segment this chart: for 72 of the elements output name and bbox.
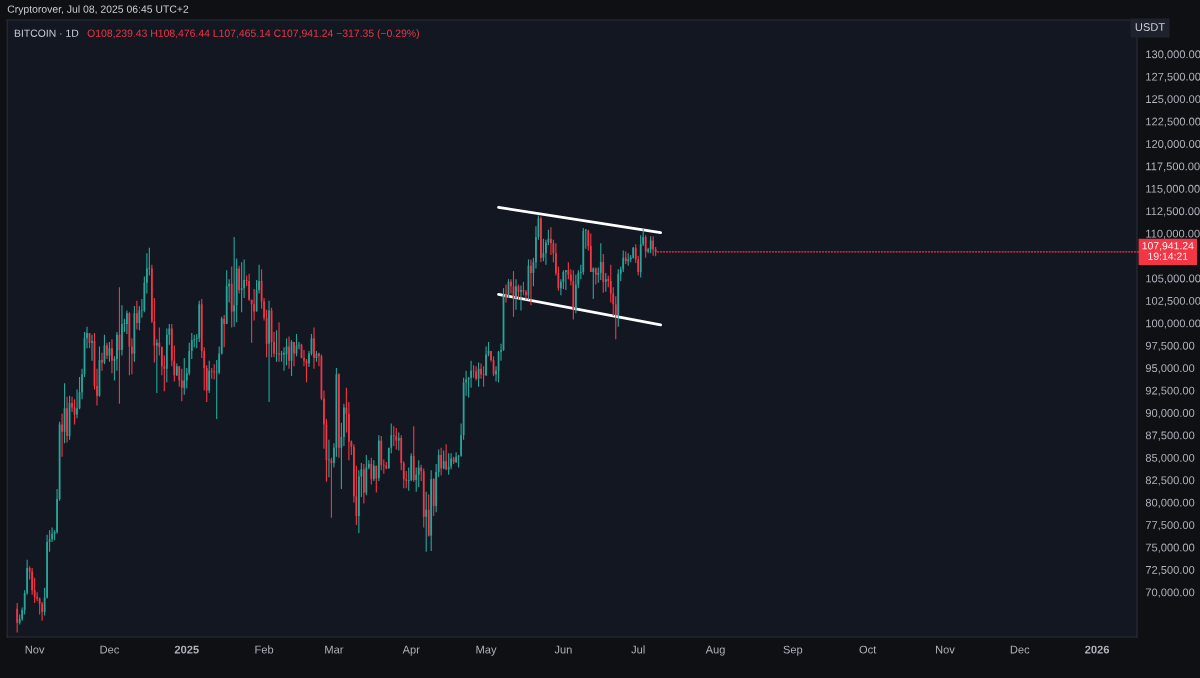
x-tick-label: Nov <box>25 645 45 654</box>
candlestick <box>41 601 43 622</box>
candlestick <box>505 284 507 304</box>
y-tick-label: 85,000.00 <box>1145 453 1195 464</box>
candlestick <box>111 338 113 374</box>
candlestick <box>530 258 532 306</box>
candlestick <box>540 215 542 263</box>
candlestick <box>61 413 63 458</box>
candlestick <box>515 278 517 311</box>
candlestick <box>440 447 443 477</box>
x-tick-label: Nov <box>935 645 955 654</box>
x-tick-label: Dec <box>1010 645 1030 654</box>
annotation: O108,239.43 H108,476.44 L107,465.14 C107,941.24 −317.35 (−0.29%) <box>87 29 419 39</box>
x-tick-label: Jul <box>631 645 645 654</box>
candlestick <box>223 314 226 348</box>
y-tick-label: 100,000.00 <box>1146 319 1200 329</box>
y-tick-label: 70,000.00 <box>1145 588 1195 598</box>
candlestick <box>288 336 290 370</box>
candlestick <box>183 357 186 396</box>
x-tick-label: Oct <box>859 645 877 654</box>
candlestick <box>278 321 280 363</box>
candlestick <box>101 352 103 372</box>
y-tick-label: 87,500.00 <box>1145 431 1195 441</box>
y-tick-label: 77,500.00 <box>1145 521 1195 531</box>
x-tick-label: May <box>476 645 497 656</box>
candlestick <box>375 465 378 494</box>
x-tick-label: Dec <box>100 645 120 654</box>
y-tick-label: 92,500.00 <box>1145 386 1195 396</box>
y-tick-label: 125,000.00 <box>1146 95 1200 105</box>
y-tick-label: 120,000.00 <box>1146 140 1200 150</box>
x-tick-label: Sep <box>783 645 803 656</box>
x-tick-label: Aug <box>705 645 725 656</box>
candlestick <box>520 284 522 312</box>
candlestick <box>240 261 243 313</box>
y-tick-label: 102,500.00 <box>1146 296 1200 307</box>
y-tick-label: 90,000.00 <box>1145 409 1195 419</box>
y-tick-label: 112,500.00 <box>1146 207 1200 217</box>
y-axis-title: USDT <box>1135 23 1165 31</box>
annotation: 107,941.24 19:14:21 <box>1142 242 1194 260</box>
candlestick <box>485 345 487 377</box>
candlestick <box>338 372 340 459</box>
candlestick <box>66 396 68 443</box>
y-tick-label: 82,500.00 <box>1145 476 1195 486</box>
y-tick-label: 95,000.00 <box>1145 364 1195 374</box>
y-tick-label: 97,500.00 <box>1145 341 1195 351</box>
x-tick-label: Apr <box>402 645 420 656</box>
y-tick-label: 130,000.00 <box>1146 50 1200 60</box>
candlestick <box>328 439 330 478</box>
candlestick <box>180 368 183 402</box>
y-tick-label: 80,000.00 <box>1145 498 1195 508</box>
y-tick-label: 127,500.00 <box>1146 72 1200 82</box>
y-tick-label: 122,500.00 <box>1146 117 1200 127</box>
x-tick-label: Jun <box>554 645 572 654</box>
x-tick-label: 2026 <box>1085 645 1110 654</box>
candlestick <box>91 334 93 362</box>
y-tick-label: 117,500.00 <box>1146 162 1200 172</box>
y-tick-label: 105,000.00 <box>1146 274 1200 284</box>
candlestick <box>362 463 365 504</box>
candlestick <box>106 342 108 360</box>
candlestick <box>293 341 295 367</box>
x-tick-label: 2025 <box>174 645 199 654</box>
candlestick <box>126 310 128 335</box>
text: Cryptorover, Jul 08, 2025 06:45 UTC+2 <box>7 5 189 15</box>
y-tick-label: 115,000.00 <box>1146 184 1200 195</box>
candlestick <box>155 338 158 394</box>
x-tick-label: Feb <box>255 645 274 654</box>
candlestick <box>599 242 602 281</box>
text: BITCOIN · 1D <box>14 29 79 37</box>
y-tick-label: 110,000.00 <box>1146 229 1200 239</box>
x-tick-label: Mar <box>325 645 344 654</box>
y-tick-label: 72,500.00 <box>1145 566 1195 576</box>
y-tick-label: 75,000.00 <box>1145 543 1195 553</box>
